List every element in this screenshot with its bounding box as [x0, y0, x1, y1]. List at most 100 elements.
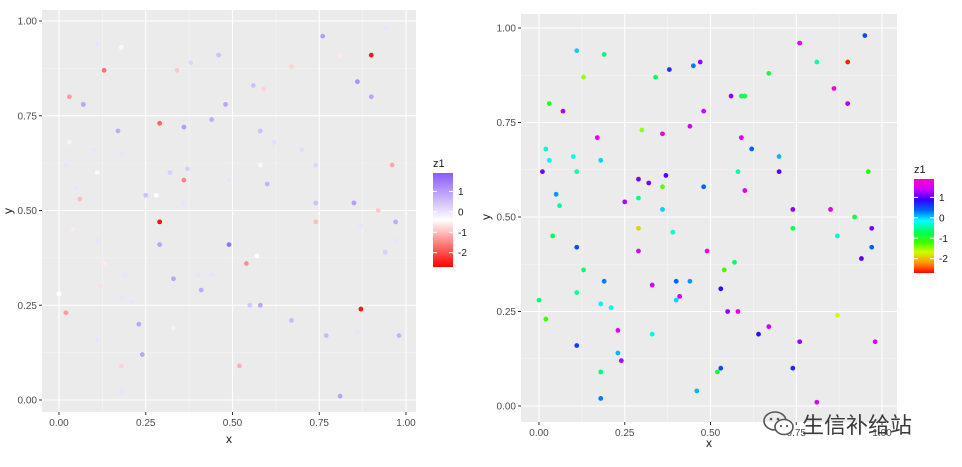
scatter-point — [188, 60, 194, 66]
colorbar-tick-label: 0 — [458, 207, 464, 218]
scatter-point — [101, 67, 107, 73]
scatter-point — [368, 52, 374, 58]
scatter-point — [766, 324, 772, 330]
scatter-point — [181, 124, 187, 130]
scatter-point — [865, 169, 871, 175]
scatter-point — [859, 256, 864, 261]
scatter-point — [94, 238, 100, 244]
scatter-point — [313, 200, 319, 206]
scatter-point — [749, 146, 755, 152]
scatter-point — [869, 244, 875, 250]
scatter-point — [264, 181, 270, 187]
scatter-point — [872, 339, 878, 345]
scatter-point — [198, 287, 204, 293]
scatter-point — [358, 223, 364, 229]
scatter-point — [382, 26, 388, 31]
scatter-point — [618, 358, 624, 364]
scatter-point — [581, 267, 586, 273]
scatter-point — [73, 185, 79, 191]
scatter-point — [814, 399, 820, 405]
x-tick-labels: 0.00 0.25 0.50 0.75 1.00 — [529, 422, 892, 439]
legend-title: z1 — [433, 158, 445, 170]
scatter-point — [831, 86, 837, 91]
scatter-point — [598, 396, 604, 401]
scatter-point — [257, 302, 263, 308]
scatter-point — [91, 147, 97, 153]
scatter-point — [766, 70, 772, 76]
scatter-point — [701, 108, 707, 114]
scatter-point — [735, 309, 741, 314]
scatter-point — [608, 305, 614, 311]
y-tick-label: 0.00 — [497, 402, 517, 413]
scatter-point — [756, 331, 761, 337]
scatter-point — [660, 207, 665, 212]
scatter-point — [67, 94, 72, 100]
x-tick-label: 0.25 — [615, 428, 635, 439]
scatter-point — [257, 128, 263, 134]
scatter-point — [271, 139, 277, 145]
scatter-point — [653, 74, 659, 80]
scatter-point — [157, 242, 163, 248]
scatter-point — [594, 135, 600, 141]
scatter-point — [673, 297, 679, 303]
y-tick-labels: 0.00 0.25 0.50 0.75 1.00 — [497, 24, 521, 413]
y-tick-label: 0.50 — [497, 213, 517, 224]
scatter-point — [869, 225, 875, 231]
scatter-point — [184, 166, 190, 172]
scatter-point — [143, 192, 149, 198]
scatter-point — [261, 86, 267, 92]
scatter-point — [701, 184, 707, 190]
scatter-point — [694, 388, 700, 394]
scatter-point — [673, 278, 679, 284]
colorbar — [914, 179, 934, 273]
watermark-text: 生信补给站 — [802, 414, 913, 439]
scatter-point — [687, 278, 693, 284]
scatter-point — [598, 157, 604, 163]
scatter-point — [77, 196, 83, 202]
scatter-point — [171, 325, 176, 331]
scatter-point — [666, 67, 672, 72]
x-tick-label: 0.25 — [136, 418, 156, 429]
scatter-point — [738, 93, 744, 99]
scatter-point — [790, 225, 796, 231]
colorbar — [433, 173, 453, 267]
y-tick-label: 0.75 — [18, 111, 38, 122]
scatter-point — [98, 283, 104, 289]
scatter-point — [636, 176, 641, 182]
scatter-point — [209, 272, 215, 278]
gridlines — [521, 14, 897, 422]
y-tick-label: 1.00 — [497, 24, 517, 35]
scatter-point — [725, 309, 731, 314]
scatter-point — [687, 123, 693, 129]
scatter-point — [790, 207, 796, 212]
scatter-point — [690, 63, 696, 69]
scatter-point — [776, 154, 782, 159]
scatter-point — [313, 219, 319, 225]
data-points — [56, 26, 402, 399]
y-tick-label: 1.00 — [18, 17, 38, 28]
x-tick-label: 0.50 — [701, 428, 721, 439]
scatter-point — [94, 170, 100, 176]
scatter-point — [355, 329, 360, 335]
scatter-point — [136, 321, 142, 327]
scatter-point — [254, 253, 260, 259]
scatter-point — [181, 200, 187, 206]
scatter-point — [797, 40, 803, 46]
scatter-point — [704, 248, 710, 254]
x-tick-label: 0.00 — [49, 418, 69, 429]
scatter-point — [250, 83, 256, 88]
scatter-point — [223, 101, 228, 107]
scatter-point — [70, 227, 76, 232]
scatter-point — [845, 59, 851, 65]
scatter-point — [358, 306, 364, 312]
scatter-point — [721, 267, 727, 273]
scatter-point — [226, 177, 232, 183]
scatter-point — [122, 272, 128, 278]
scatter-point — [351, 200, 357, 206]
scatter-point — [243, 261, 249, 266]
y-tick-label: 0.25 — [18, 301, 38, 312]
scatter-point — [226, 242, 232, 248]
scatter-point — [574, 169, 580, 175]
y-tick-labels: 0.00 0.25 0.50 0.75 1.00 — [18, 17, 42, 407]
x-axis-title: x — [226, 432, 232, 446]
